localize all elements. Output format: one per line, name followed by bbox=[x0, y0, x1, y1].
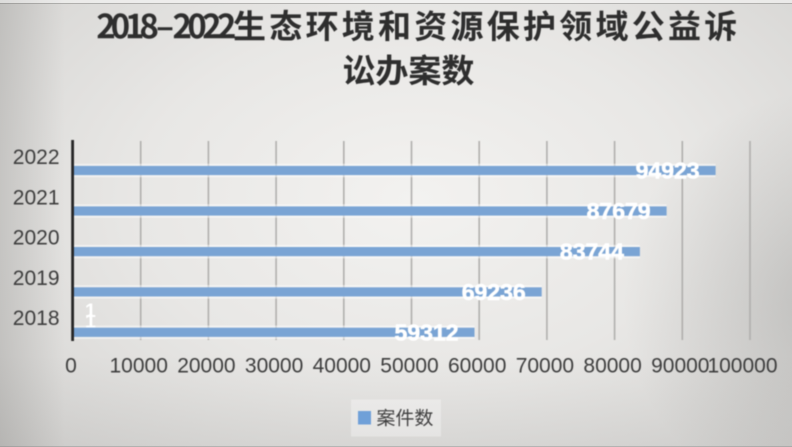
svg-text:20000: 20000 bbox=[177, 355, 235, 378]
svg-text:2020: 2020 bbox=[13, 227, 60, 250]
svg-text:2022: 2022 bbox=[13, 146, 60, 169]
svg-text:60000: 60000 bbox=[448, 355, 506, 378]
svg-text:2019: 2019 bbox=[13, 267, 60, 290]
svg-text:0: 0 bbox=[65, 355, 77, 378]
svg-text:40000: 40000 bbox=[313, 355, 371, 378]
svg-text:1: 1 bbox=[85, 300, 96, 322]
svg-text:100000: 100000 bbox=[707, 355, 777, 378]
svg-text:50000: 50000 bbox=[380, 355, 438, 378]
svg-text:90000: 90000 bbox=[651, 355, 709, 378]
svg-text:30000: 30000 bbox=[245, 355, 303, 378]
svg-text:2021: 2021 bbox=[13, 186, 60, 209]
svg-text:83744: 83744 bbox=[560, 239, 624, 265]
svg-text:80000: 80000 bbox=[583, 355, 641, 378]
svg-text:87679: 87679 bbox=[587, 198, 651, 224]
svg-text:70000: 70000 bbox=[516, 355, 574, 378]
svg-text:1: 1 bbox=[85, 311, 96, 333]
svg-text:94923: 94923 bbox=[636, 158, 700, 184]
svg-text:2018: 2018 bbox=[13, 307, 60, 330]
svg-text:59312: 59312 bbox=[395, 319, 459, 345]
svg-text:10000: 10000 bbox=[109, 355, 167, 378]
svg-text:69236: 69236 bbox=[462, 279, 526, 305]
